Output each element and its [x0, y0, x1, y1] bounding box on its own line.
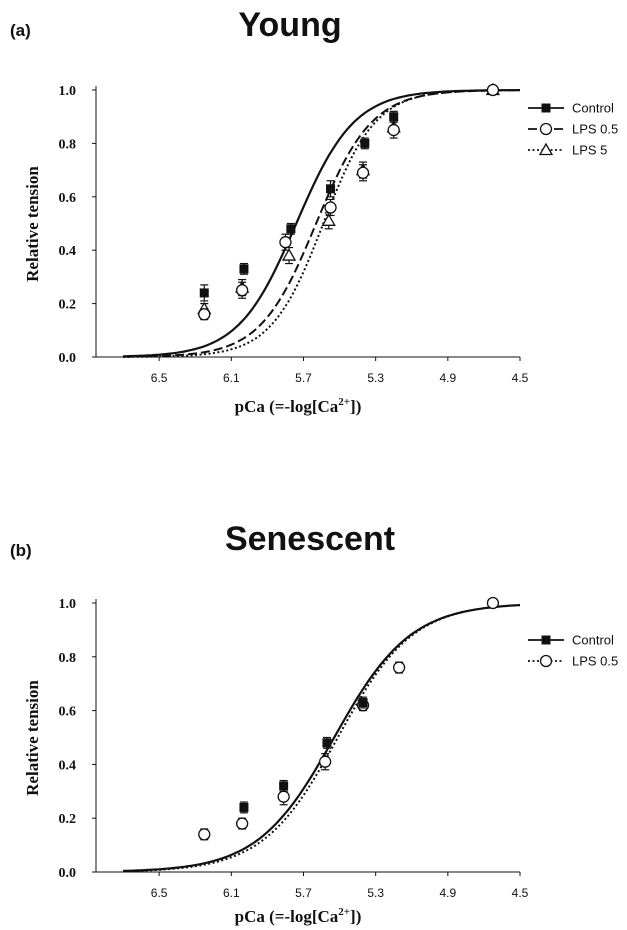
- y-axis-label: Relative tension: [23, 166, 42, 282]
- y-tick-label: 0.2: [59, 298, 77, 313]
- y-tick-label: 0.4: [59, 244, 77, 259]
- data-point-circle: [277, 790, 290, 803]
- data-point-square: [360, 138, 370, 148]
- y-tick-label: 0.4: [59, 758, 77, 773]
- data-point-circle: [318, 755, 332, 768]
- x-axis-label-main: pCa (=-log[Ca: [235, 397, 339, 416]
- data-point-square: [199, 288, 209, 298]
- fit-curve-lps-0-5: [123, 604, 521, 873]
- data-point-circle: [279, 236, 292, 249]
- chart-title: Young: [238, 6, 341, 44]
- x-tick-label: 4.5: [512, 886, 529, 900]
- x-tick-label: 6.1: [223, 886, 240, 900]
- panel-label: (a): [10, 21, 31, 40]
- panel-label: (b): [10, 541, 32, 560]
- data-point-circle: [392, 661, 406, 674]
- data-point-square: [239, 802, 249, 812]
- y-tick-label: 0.6: [59, 191, 77, 206]
- data-point-square: [279, 781, 289, 791]
- data-point-square: [358, 698, 368, 708]
- data-point-circle: [198, 308, 211, 321]
- x-axis-label: pCa (=-log[Ca2+]): [235, 396, 362, 416]
- legend-marker-circle: [539, 122, 553, 136]
- data-point-triangle: [281, 248, 297, 261]
- fit-curve-control: [123, 88, 520, 358]
- legend-marker-circle: [539, 654, 553, 668]
- y-tick-label: 0.2: [59, 812, 77, 827]
- legend-label: LPS 5: [572, 143, 607, 158]
- y-tick-label: 0.8: [59, 651, 77, 666]
- x-axis-label-main: pCa (=-log[Ca: [235, 907, 339, 926]
- x-tick-label: 5.7: [295, 371, 312, 385]
- legend-label: LPS 0.5: [572, 122, 618, 137]
- x-tick-label: 4.9: [439, 371, 456, 385]
- data-point-circle: [486, 83, 500, 97]
- data-point-circle: [356, 166, 370, 179]
- data-point-circle: [235, 817, 249, 830]
- legend-label: LPS 0.5: [572, 654, 618, 669]
- x-axis-label: pCa (=-log[Ca2+]): [235, 906, 362, 926]
- data-point-triangle: [321, 213, 336, 226]
- y-axis-label: Relative tension: [23, 680, 42, 796]
- x-axis-label-end: ]): [350, 397, 361, 416]
- x-axis-label-sup: 2+: [338, 396, 350, 408]
- x-tick-label: 6.1: [223, 371, 240, 385]
- legend-marker-square: [541, 635, 551, 645]
- chart-title: Senescent: [225, 520, 395, 558]
- x-tick-label: 4.5: [512, 371, 529, 385]
- x-axis-label-end: ]): [350, 907, 361, 926]
- legend-label: Control: [572, 633, 614, 648]
- chart-panel-0: (a) Young 0.0 0.2 0.4 0.6 0.8 1.0 6.5 6.1 5.7 5.3 4.…: [10, 6, 618, 416]
- data-point-circle: [387, 123, 400, 137]
- y-tick-label: 0.8: [59, 137, 77, 152]
- x-axis-label-sup: 2+: [338, 906, 350, 918]
- y-tick-label: 1.0: [59, 84, 77, 99]
- fit-curve-control: [123, 604, 521, 872]
- data-point-circle: [198, 828, 211, 841]
- x-tick-label: 6.5: [151, 371, 168, 385]
- y-tick-label: 0.0: [59, 866, 77, 881]
- data-point-circle: [486, 596, 500, 610]
- y-tick-label: 1.0: [59, 597, 77, 612]
- data-point-square: [322, 738, 332, 748]
- chart-panel-1: (b) Senescent 0.0 0.2 0.4 0.6 0.8 1.0 6.5 6.1 5.7 5…: [10, 520, 618, 926]
- data-point-square: [389, 112, 399, 122]
- x-tick-label: 4.9: [439, 886, 456, 900]
- data-point-circle: [324, 201, 337, 214]
- x-tick-label: 6.5: [151, 886, 168, 900]
- x-tick-label: 5.7: [295, 886, 312, 900]
- x-tick-label: 5.3: [367, 886, 384, 900]
- data-point-square: [286, 224, 296, 234]
- data-point-square: [326, 184, 336, 194]
- data-point-square: [239, 264, 249, 274]
- legend-label: Control: [572, 101, 614, 116]
- legend-marker-square: [541, 103, 551, 113]
- x-tick-label: 5.3: [367, 371, 384, 385]
- y-tick-label: 0.0: [59, 351, 77, 366]
- legend-marker-triangle: [538, 142, 554, 156]
- data-point-circle: [235, 284, 249, 297]
- fit-curve-lps-0-5: [123, 89, 520, 358]
- y-tick-label: 0.6: [59, 705, 77, 720]
- fit-curve-lps-5: [123, 89, 521, 358]
